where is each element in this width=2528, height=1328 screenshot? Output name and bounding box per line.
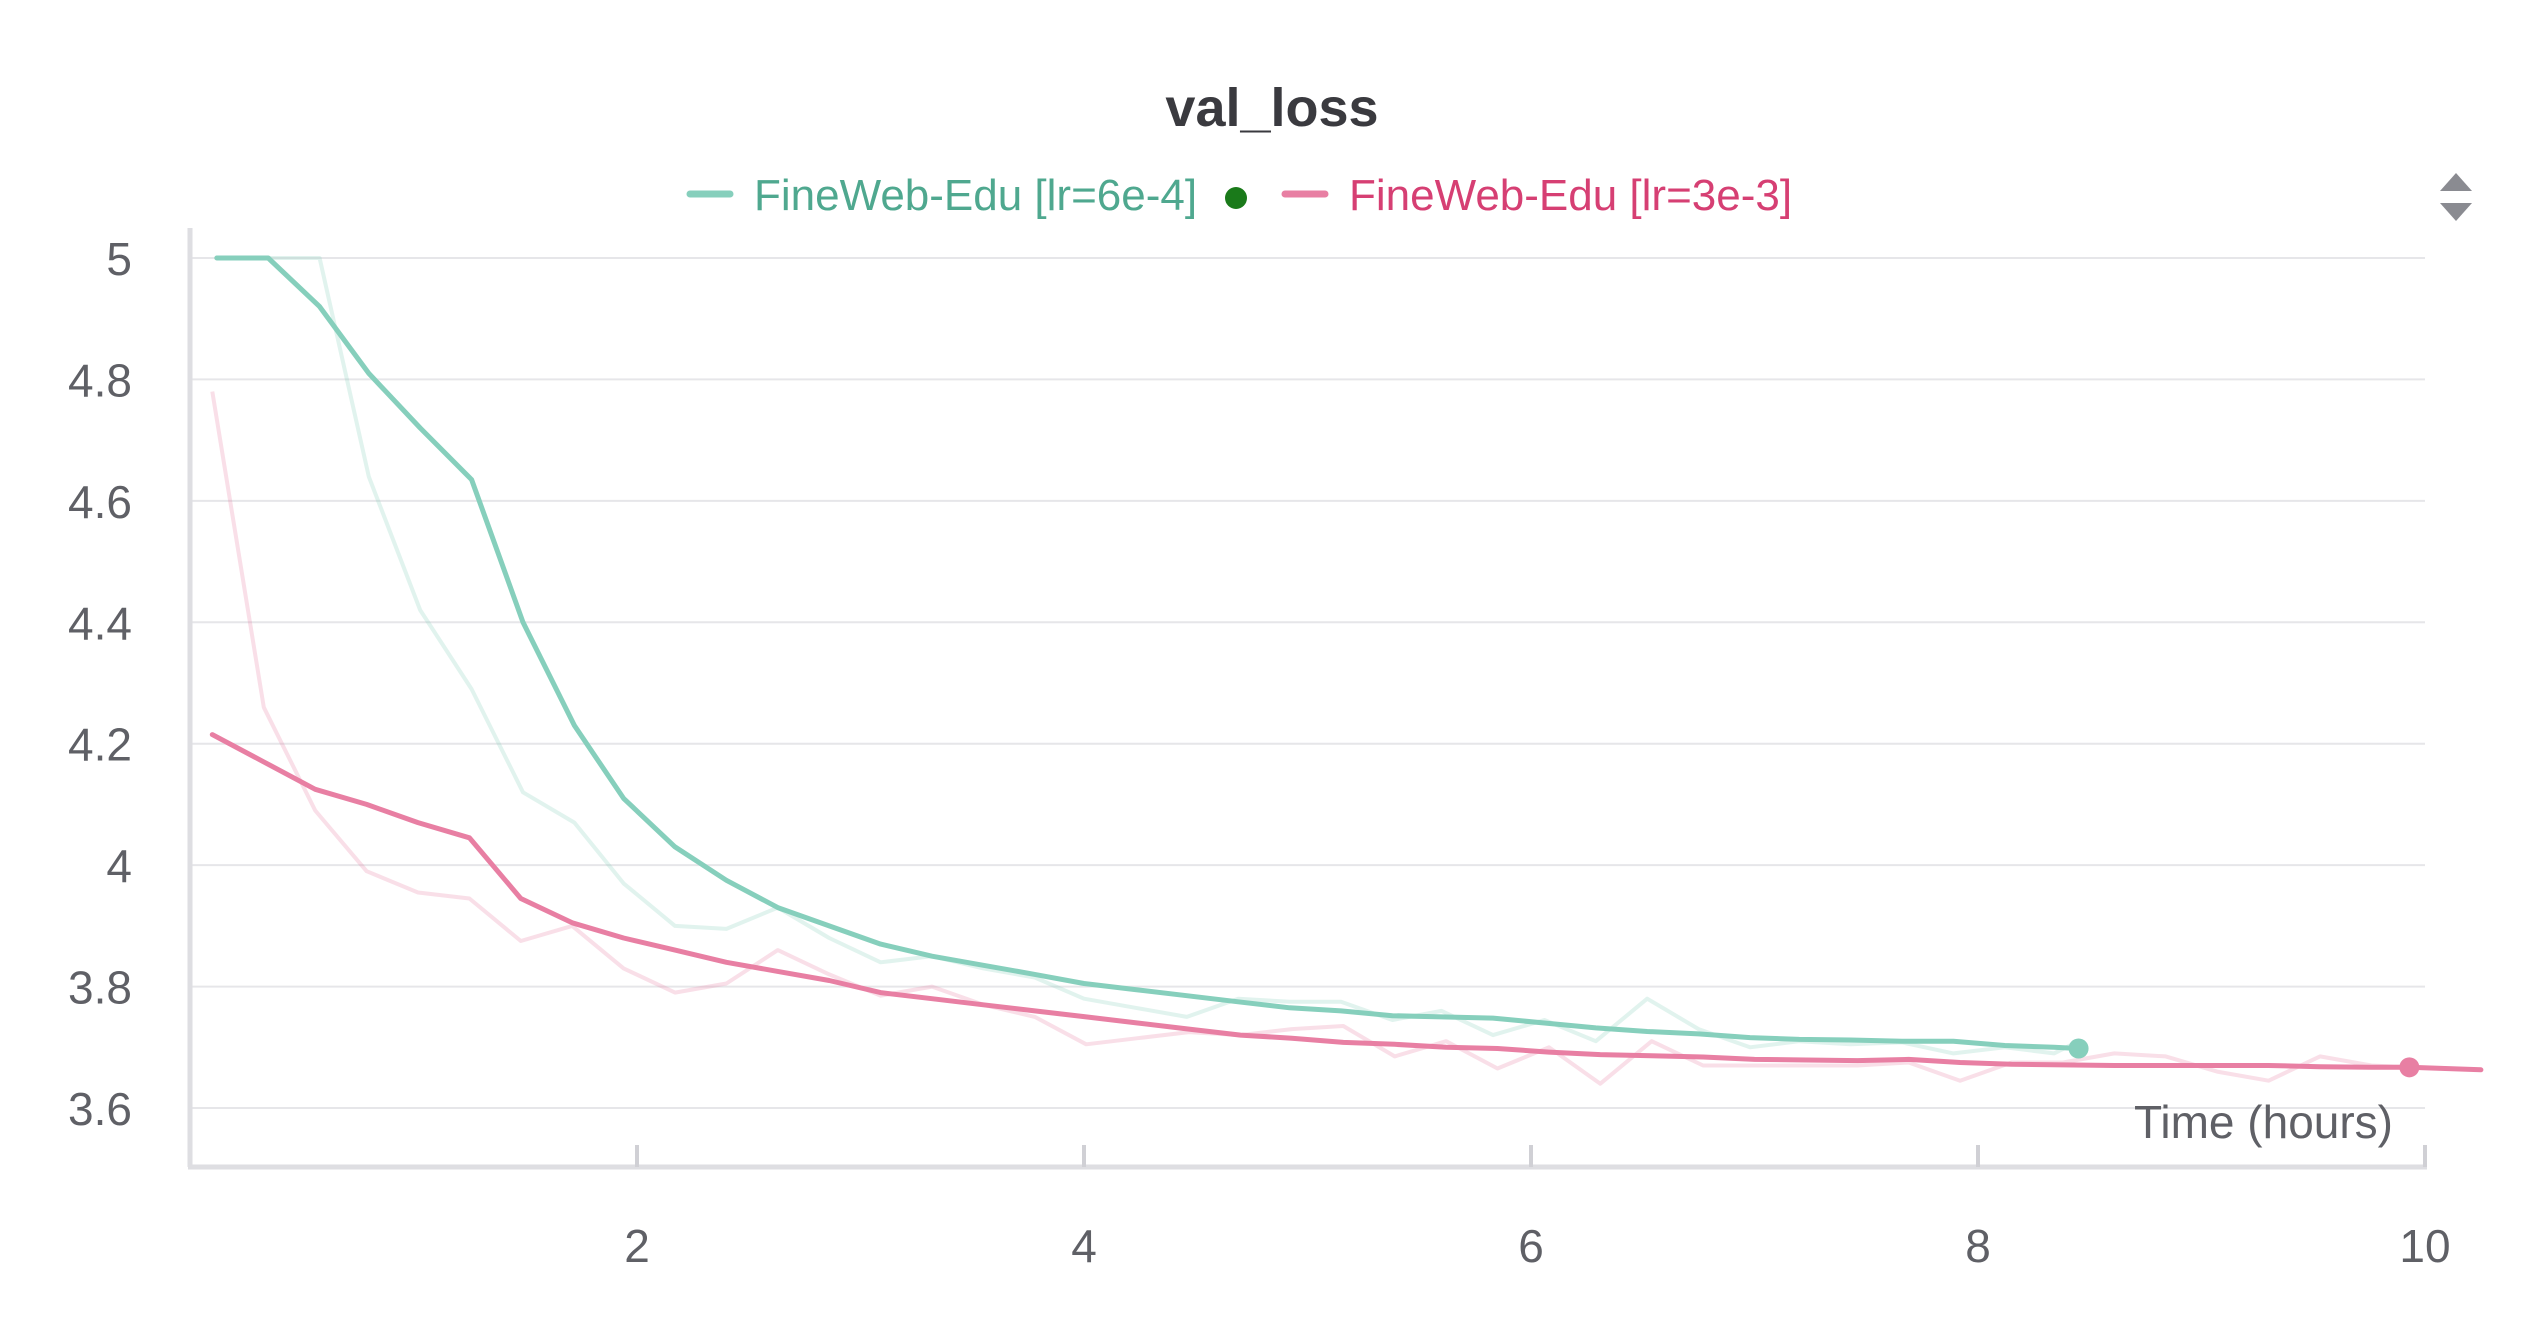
chart-title: val_loss: [1165, 78, 1378, 138]
x-tick-label: 4: [1071, 1220, 1097, 1272]
tick-labels: 5 4.8 4.6 4.4 4.2 4 3.8 3.6 2 4 6 8 10: [68, 233, 2451, 1272]
raw-series-layer: [210, 256, 2481, 1086]
x-tick-label: 10: [2399, 1220, 2450, 1272]
x-axis-label: Time (hours): [2134, 1096, 2393, 1148]
series-1-end-point: [2068, 1038, 2089, 1059]
x-tick-label: 6: [1518, 1220, 1544, 1272]
smoothed-series-layer: [209, 255, 2484, 1078]
x-tick-label: 8: [1965, 1220, 1991, 1272]
series-2-smoothed-line: [209, 732, 2484, 1073]
series-2-end-point: [2399, 1057, 2420, 1078]
y-tick-label: 4.6: [68, 476, 132, 528]
series-1-raw-line: [216, 256, 2080, 1056]
chevron-down-icon[interactable]: [2440, 203, 2472, 221]
y-tick-label: 3.6: [68, 1083, 132, 1135]
series-1-smoothed-line: [214, 255, 2082, 1051]
legend-entry-label: FineWeb-Edu [lr=3e-3]: [1349, 171, 1792, 220]
legend-active-dot: [1225, 187, 1247, 209]
y-tick-label: 4: [106, 840, 132, 892]
zoom-stepper[interactable]: [2440, 173, 2472, 221]
y-tick-label: 5: [106, 233, 132, 285]
y-tick-label: 4.4: [68, 597, 132, 649]
x-tick-label: 2: [624, 1220, 650, 1272]
axes: [187, 228, 2427, 1170]
grid-lines: [190, 257, 2425, 1109]
chevron-up-icon[interactable]: [2440, 173, 2472, 191]
y-tick-label: 3.8: [68, 962, 132, 1014]
legend: FineWeb-Edu [lr=6e-4] FineWeb-Edu [lr=3e-…: [686, 171, 1792, 220]
series-2-raw-line: [210, 391, 2481, 1086]
y-tick-label: 4.8: [68, 354, 132, 406]
y-tick-label: 4.2: [68, 719, 132, 771]
legend-entry-label: FineWeb-Edu [lr=6e-4]: [754, 171, 1197, 220]
